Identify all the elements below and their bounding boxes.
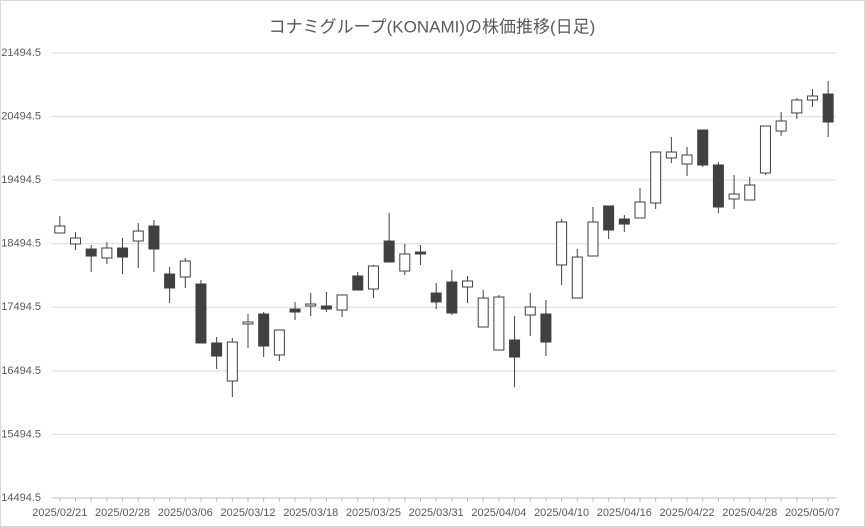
candle-body: [493, 296, 505, 351]
candle-body: [164, 273, 176, 289]
candle-body: [728, 193, 740, 200]
candle-body: [587, 221, 599, 257]
candle-body: [744, 184, 756, 201]
x-tick-label: 2025/05/07: [785, 507, 840, 519]
y-tick-label: 19494.5: [1, 174, 41, 186]
candle-body: [634, 201, 646, 219]
candle-body: [383, 240, 395, 263]
candle-body: [101, 247, 113, 259]
candle-body: [289, 308, 301, 313]
candle-body: [806, 95, 818, 101]
y-tick-label: 21494.5: [1, 47, 41, 59]
candle-body: [618, 218, 630, 225]
candle-body: [759, 125, 771, 174]
candle-body: [477, 297, 489, 328]
candle-body: [603, 205, 615, 231]
y-tick-label: 14494.5: [1, 492, 41, 504]
candle-body: [211, 342, 223, 357]
candle-body: [258, 313, 270, 347]
candle-body: [462, 280, 474, 288]
candle-body: [179, 260, 191, 278]
candle-body: [352, 275, 364, 291]
x-tick-label: 2025/04/16: [597, 507, 652, 519]
y-tick-label: 18494.5: [1, 238, 41, 250]
x-tick-label: 2025/04/22: [660, 507, 715, 519]
candle-body: [650, 151, 662, 204]
x-tick-label: 2025/03/31: [409, 507, 464, 519]
candle-body: [132, 230, 144, 242]
candle-body: [775, 120, 787, 132]
candle-body: [540, 313, 552, 343]
candle-body: [85, 248, 97, 257]
candle-body: [399, 253, 411, 272]
candle-body: [242, 321, 254, 325]
candle-body: [148, 225, 160, 250]
candle-body: [712, 164, 724, 208]
x-tick-label: 2025/04/28: [722, 507, 777, 519]
candle-body: [822, 93, 834, 123]
y-tick-label: 16494.5: [1, 365, 41, 377]
x-tick-label: 2025/02/28: [95, 507, 150, 519]
x-tick-label: 2025/03/18: [283, 507, 338, 519]
y-tick-label: 20494.5: [1, 110, 41, 122]
candle-body: [414, 251, 426, 255]
candle-body: [697, 129, 709, 166]
candle-body: [54, 225, 66, 234]
chart-title: コナミグループ(KONAMI)の株価推移(日足): [269, 17, 596, 36]
x-tick-label: 2025/02/21: [32, 507, 87, 519]
x-tick-label: 2025/04/04: [471, 507, 526, 519]
candle-body: [681, 154, 693, 165]
x-tick-label: 2025/03/06: [158, 507, 213, 519]
candle-body: [117, 247, 129, 258]
candle-body: [446, 281, 458, 314]
x-tick-label: 2025/04/10: [534, 507, 589, 519]
candle-body: [665, 151, 677, 159]
candle-body: [791, 99, 803, 114]
candle-body: [524, 306, 536, 316]
candle-body: [226, 341, 238, 382]
candle-body: [336, 294, 348, 311]
candle-body: [556, 221, 568, 266]
candle-body: [305, 303, 317, 307]
x-tick-label: 2025/03/12: [220, 507, 275, 519]
y-tick-label: 17494.5: [1, 301, 41, 313]
candle-body: [367, 265, 379, 290]
candle-body: [195, 283, 207, 344]
y-tick-label: 15494.5: [1, 428, 41, 440]
candle-body: [430, 292, 442, 303]
candle-body: [509, 339, 521, 358]
candle-body: [571, 256, 583, 299]
candle-body: [273, 329, 285, 356]
candle-body: [70, 237, 82, 245]
candle-body: [320, 305, 332, 310]
x-tick-label: 2025/03/25: [346, 507, 401, 519]
